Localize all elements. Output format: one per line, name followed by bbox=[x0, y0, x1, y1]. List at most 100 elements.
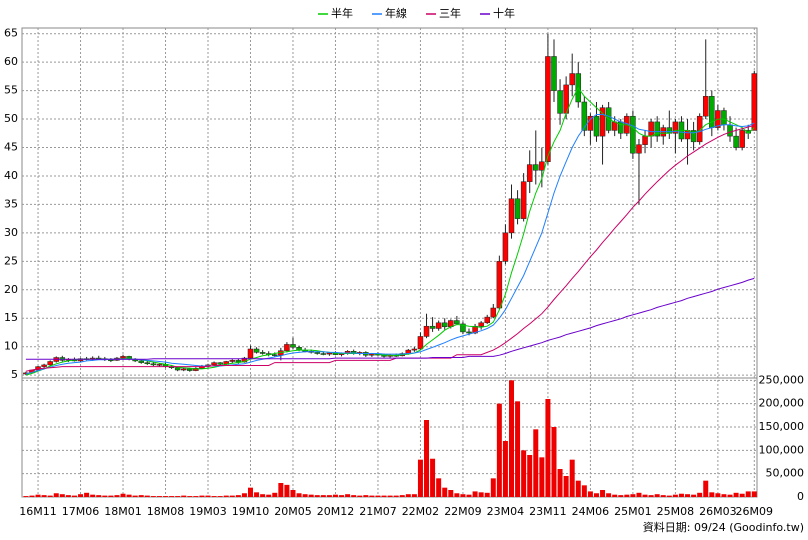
x-tick-label: 20M12 bbox=[317, 505, 355, 518]
volume-bar bbox=[175, 496, 181, 497]
candle-body bbox=[557, 90, 563, 114]
candle-body bbox=[733, 135, 739, 148]
volume-bar bbox=[108, 495, 114, 497]
volume-bar bbox=[29, 495, 35, 497]
x-tick-label: 19M03 bbox=[189, 505, 227, 518]
legend-label: 十年 bbox=[493, 6, 515, 20]
volume-bar bbox=[193, 496, 199, 497]
volume-bar bbox=[563, 476, 569, 497]
volume-bar bbox=[593, 493, 599, 497]
volume-bar bbox=[59, 494, 65, 497]
candle-body bbox=[642, 135, 648, 145]
volume-bar bbox=[235, 495, 241, 497]
candle-body bbox=[144, 362, 151, 365]
volume-bar bbox=[363, 495, 369, 497]
candle-body bbox=[569, 73, 575, 86]
candle-body bbox=[702, 96, 709, 117]
candle-body bbox=[648, 121, 654, 137]
candle-body bbox=[435, 322, 442, 329]
volume-bar bbox=[296, 493, 302, 497]
plot-frame bbox=[21, 27, 758, 498]
x-tick-label: 22M09 bbox=[444, 505, 482, 518]
volume-bar bbox=[587, 491, 593, 497]
volume-bar bbox=[721, 494, 727, 497]
candle-body bbox=[496, 261, 503, 309]
volume-bar bbox=[96, 495, 102, 497]
candle-body bbox=[721, 110, 727, 125]
volume-bar bbox=[357, 495, 363, 497]
volume-bar bbox=[715, 493, 721, 497]
candle-body bbox=[423, 325, 430, 337]
candle-body bbox=[484, 316, 490, 324]
y-tick-label: 5 bbox=[11, 368, 18, 381]
candle-body bbox=[508, 198, 515, 234]
candle-body bbox=[369, 353, 375, 356]
volume-bar bbox=[393, 495, 399, 497]
volume-bar bbox=[448, 490, 454, 497]
volume-bar bbox=[375, 495, 381, 497]
x-tick-label: 16M11 bbox=[19, 505, 57, 518]
candle-body bbox=[520, 181, 527, 219]
volume-bar bbox=[745, 491, 751, 497]
volume-bar bbox=[187, 496, 193, 497]
ma-line bbox=[25, 277, 755, 360]
candle-body bbox=[502, 232, 509, 262]
volume-bar bbox=[114, 495, 120, 497]
candle-body bbox=[108, 359, 114, 362]
candle-body bbox=[211, 362, 217, 366]
candle-body bbox=[551, 56, 557, 91]
volume-tick-label: 100,000 bbox=[759, 443, 805, 456]
volume-bar bbox=[436, 478, 442, 497]
volume-bar bbox=[636, 492, 642, 497]
volume-bar bbox=[351, 495, 357, 497]
candle-body bbox=[290, 344, 296, 348]
volume-bar bbox=[254, 492, 260, 497]
x-tick-label: 25M08 bbox=[657, 505, 695, 518]
volume-bar bbox=[41, 495, 47, 497]
volume-bar bbox=[144, 495, 150, 497]
volume-bar bbox=[53, 493, 59, 497]
y-tick-label: 40 bbox=[4, 169, 18, 182]
candle-body bbox=[41, 364, 47, 367]
volume-bar bbox=[533, 429, 539, 497]
volume-bar bbox=[266, 494, 272, 497]
volume-bar bbox=[691, 494, 697, 497]
volume-bar bbox=[545, 399, 551, 497]
volume-bar bbox=[624, 494, 630, 497]
volume-bar bbox=[521, 450, 527, 497]
candle-body bbox=[284, 344, 290, 351]
volume-bar bbox=[703, 480, 709, 497]
legend-label: 半年 bbox=[331, 6, 353, 20]
candle-body bbox=[472, 325, 478, 334]
candle-body bbox=[429, 325, 436, 329]
candle-body bbox=[217, 362, 223, 365]
volume-bar bbox=[90, 494, 96, 497]
candle-body bbox=[514, 198, 521, 219]
candle-body bbox=[636, 144, 642, 154]
volume-bar bbox=[642, 494, 648, 497]
volume-bar bbox=[290, 490, 296, 497]
volume-bar bbox=[666, 495, 672, 497]
volume-bar bbox=[150, 496, 156, 497]
candle-body bbox=[187, 368, 193, 371]
volume-bar bbox=[697, 492, 703, 497]
y-tick-label: 35 bbox=[4, 197, 18, 210]
volume-bar bbox=[472, 491, 478, 497]
volume-bar bbox=[527, 455, 533, 497]
volume-bar bbox=[169, 496, 175, 497]
volume-bar bbox=[733, 492, 739, 497]
x-tick-label: 25M01 bbox=[614, 505, 652, 518]
y-tick-label: 55 bbox=[4, 84, 18, 97]
volume-bar bbox=[612, 494, 618, 497]
volume-bar bbox=[490, 478, 496, 497]
volume-bar bbox=[326, 495, 332, 497]
y-tick-label: 25 bbox=[4, 254, 18, 267]
volume-bar bbox=[509, 380, 514, 497]
volume-bar bbox=[569, 459, 575, 497]
volume-bar bbox=[654, 494, 660, 497]
candle-body bbox=[690, 130, 697, 143]
volume-bar bbox=[600, 490, 606, 497]
volume-tick-label: 200,000 bbox=[759, 397, 805, 410]
volume-bar bbox=[678, 493, 684, 497]
